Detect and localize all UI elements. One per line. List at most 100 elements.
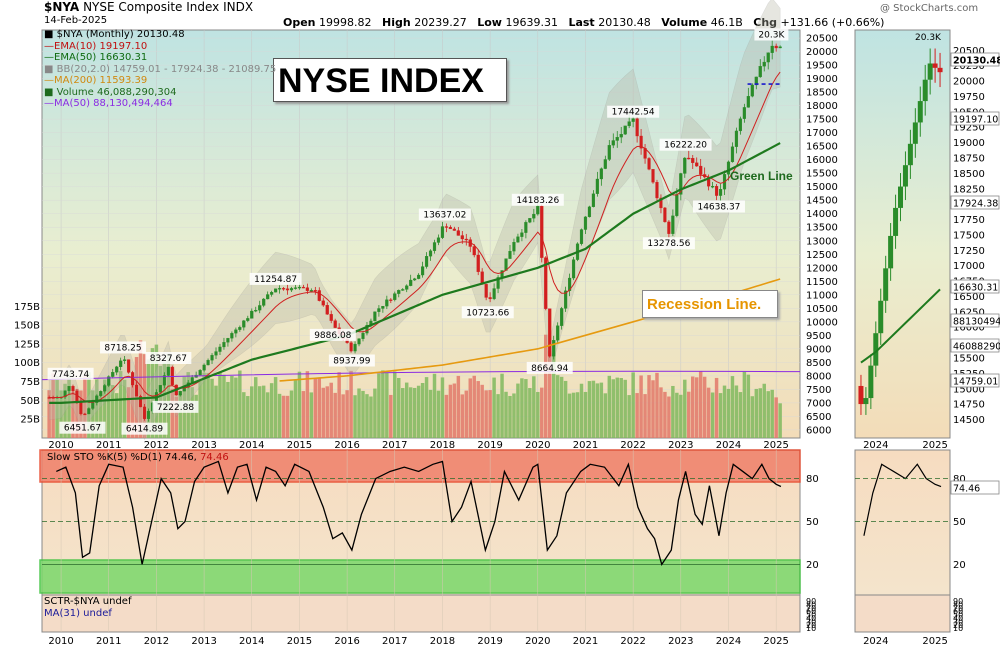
- candle-body: [142, 406, 147, 419]
- volume-bar: [301, 391, 306, 438]
- y-tick-label: 16000: [806, 155, 838, 166]
- stoch-tick-label: 20: [806, 560, 819, 571]
- price-label: 7222.88: [157, 403, 194, 413]
- volume-bar: [83, 376, 87, 438]
- vol-ma-tag-bg: [950, 313, 1000, 328]
- candle-body: [421, 266, 425, 276]
- vol-ma-tag: 88130494: [953, 317, 1000, 328]
- volume-bar: [397, 377, 401, 438]
- candle-body: [754, 76, 758, 86]
- side-x-tick-label: 2025: [922, 440, 947, 451]
- candle-body: [206, 360, 210, 366]
- volume-bar: [130, 377, 135, 438]
- legend-price: ■ $NYA (Monthly) 20130.48: [44, 29, 185, 40]
- stoch-tick-label: 80: [806, 474, 819, 485]
- candle-body: [607, 145, 611, 160]
- y-tick-label: 17000: [806, 128, 838, 139]
- candle-body: [687, 157, 691, 160]
- x-tick-label: 2017: [382, 440, 407, 451]
- candle-body: [695, 162, 699, 167]
- candle-body: [428, 250, 433, 257]
- candle-body: [663, 207, 667, 223]
- sctr-tick-label: 80: [806, 600, 816, 609]
- candle-body: [528, 218, 532, 223]
- exchange: INDX: [223, 0, 254, 14]
- y-tick-label: 10500: [806, 304, 838, 315]
- candle-body: [138, 396, 143, 408]
- volume-bar: [428, 389, 433, 438]
- price-label-bg: [754, 28, 789, 41]
- candle-body: [262, 298, 266, 306]
- side-candle-body: [907, 143, 913, 166]
- price-label-bg: [511, 193, 564, 206]
- side-y-tick-label: 14500: [953, 415, 985, 426]
- candle-body: [146, 410, 151, 419]
- volume-bar: [95, 379, 99, 438]
- volume-bar: [91, 390, 95, 438]
- side-sctr-bg: [854, 594, 951, 633]
- side-y-tick-label: 18250: [953, 184, 985, 195]
- legend-volume: ■ Volume 46,088,290,304: [44, 86, 177, 98]
- stoch-line: [56, 460, 782, 566]
- price-label: 13637.02: [423, 211, 466, 221]
- price-label-bg: [642, 237, 695, 250]
- candle-body: [123, 359, 127, 361]
- volume-bar: [524, 379, 528, 438]
- volume-bar: [734, 385, 739, 438]
- bb-low-tag-bg: [950, 373, 1000, 388]
- candle-body: [365, 324, 369, 334]
- candle-body: [448, 226, 452, 230]
- x-tick-label: 2017: [382, 636, 407, 647]
- candle-body: [746, 96, 750, 108]
- recession-line-label: Recession Line.: [642, 290, 778, 318]
- sctr-ma-label: MA(31) undef: [44, 607, 112, 619]
- candle-body: [770, 45, 774, 53]
- y-tick-label: 14000: [806, 209, 838, 220]
- volume-bar: [639, 375, 643, 438]
- y-tick-label: 20500: [806, 34, 838, 45]
- candle-body: [762, 61, 766, 67]
- sctr-label: SCTR-$NYA undef: [44, 596, 132, 607]
- y-tick-label: 8500: [806, 358, 831, 369]
- candle-body: [627, 121, 631, 127]
- candle-body: [250, 310, 254, 319]
- chart-symbol-line: $NYA NYSE Composite Index INDX: [44, 0, 253, 14]
- side-candle-body: [888, 235, 894, 269]
- volume-bar: [718, 393, 723, 438]
- side-y-tick-label: 16250: [953, 307, 985, 318]
- volume-bar: [742, 371, 747, 438]
- volume-bar: [210, 378, 214, 438]
- volume-bar: [722, 385, 727, 438]
- volume-bar: [261, 385, 266, 438]
- volume-bar: [643, 394, 647, 438]
- volume-bar: [297, 371, 302, 438]
- y-tick-label: 20000: [806, 47, 838, 58]
- candle-body: [413, 278, 417, 281]
- y-tick-label: 12500: [806, 250, 838, 261]
- price-label-bg: [328, 354, 375, 367]
- x-tick-label: 2013: [191, 440, 216, 451]
- price-label: 13278.56: [647, 239, 690, 249]
- volume-tag-bg: [950, 338, 1000, 353]
- candle-body: [246, 318, 250, 321]
- volume-tag: 46088290: [953, 342, 1000, 353]
- volume-bar: [246, 396, 250, 438]
- candle-body: [520, 232, 524, 237]
- volume-bar: [675, 392, 679, 438]
- x-tick-label: 2025: [763, 440, 788, 451]
- side-y-tick-label: 20500: [953, 46, 985, 57]
- candle-body: [635, 118, 639, 137]
- volume-tick-label: 175B: [14, 302, 40, 313]
- candle-body: [424, 256, 429, 267]
- candle-body: [409, 279, 413, 286]
- volume-bar: [416, 385, 421, 438]
- candle-body: [234, 329, 238, 334]
- price-label-bg: [59, 421, 106, 434]
- volume-bar: [683, 379, 687, 438]
- stoch-current-tag-bg: [950, 480, 1000, 495]
- candle-body: [305, 287, 309, 291]
- candle-body: [178, 390, 182, 396]
- price-label: 17442.54: [612, 108, 655, 118]
- side-stoch-bg: [854, 449, 951, 596]
- volume-bar: [269, 383, 274, 438]
